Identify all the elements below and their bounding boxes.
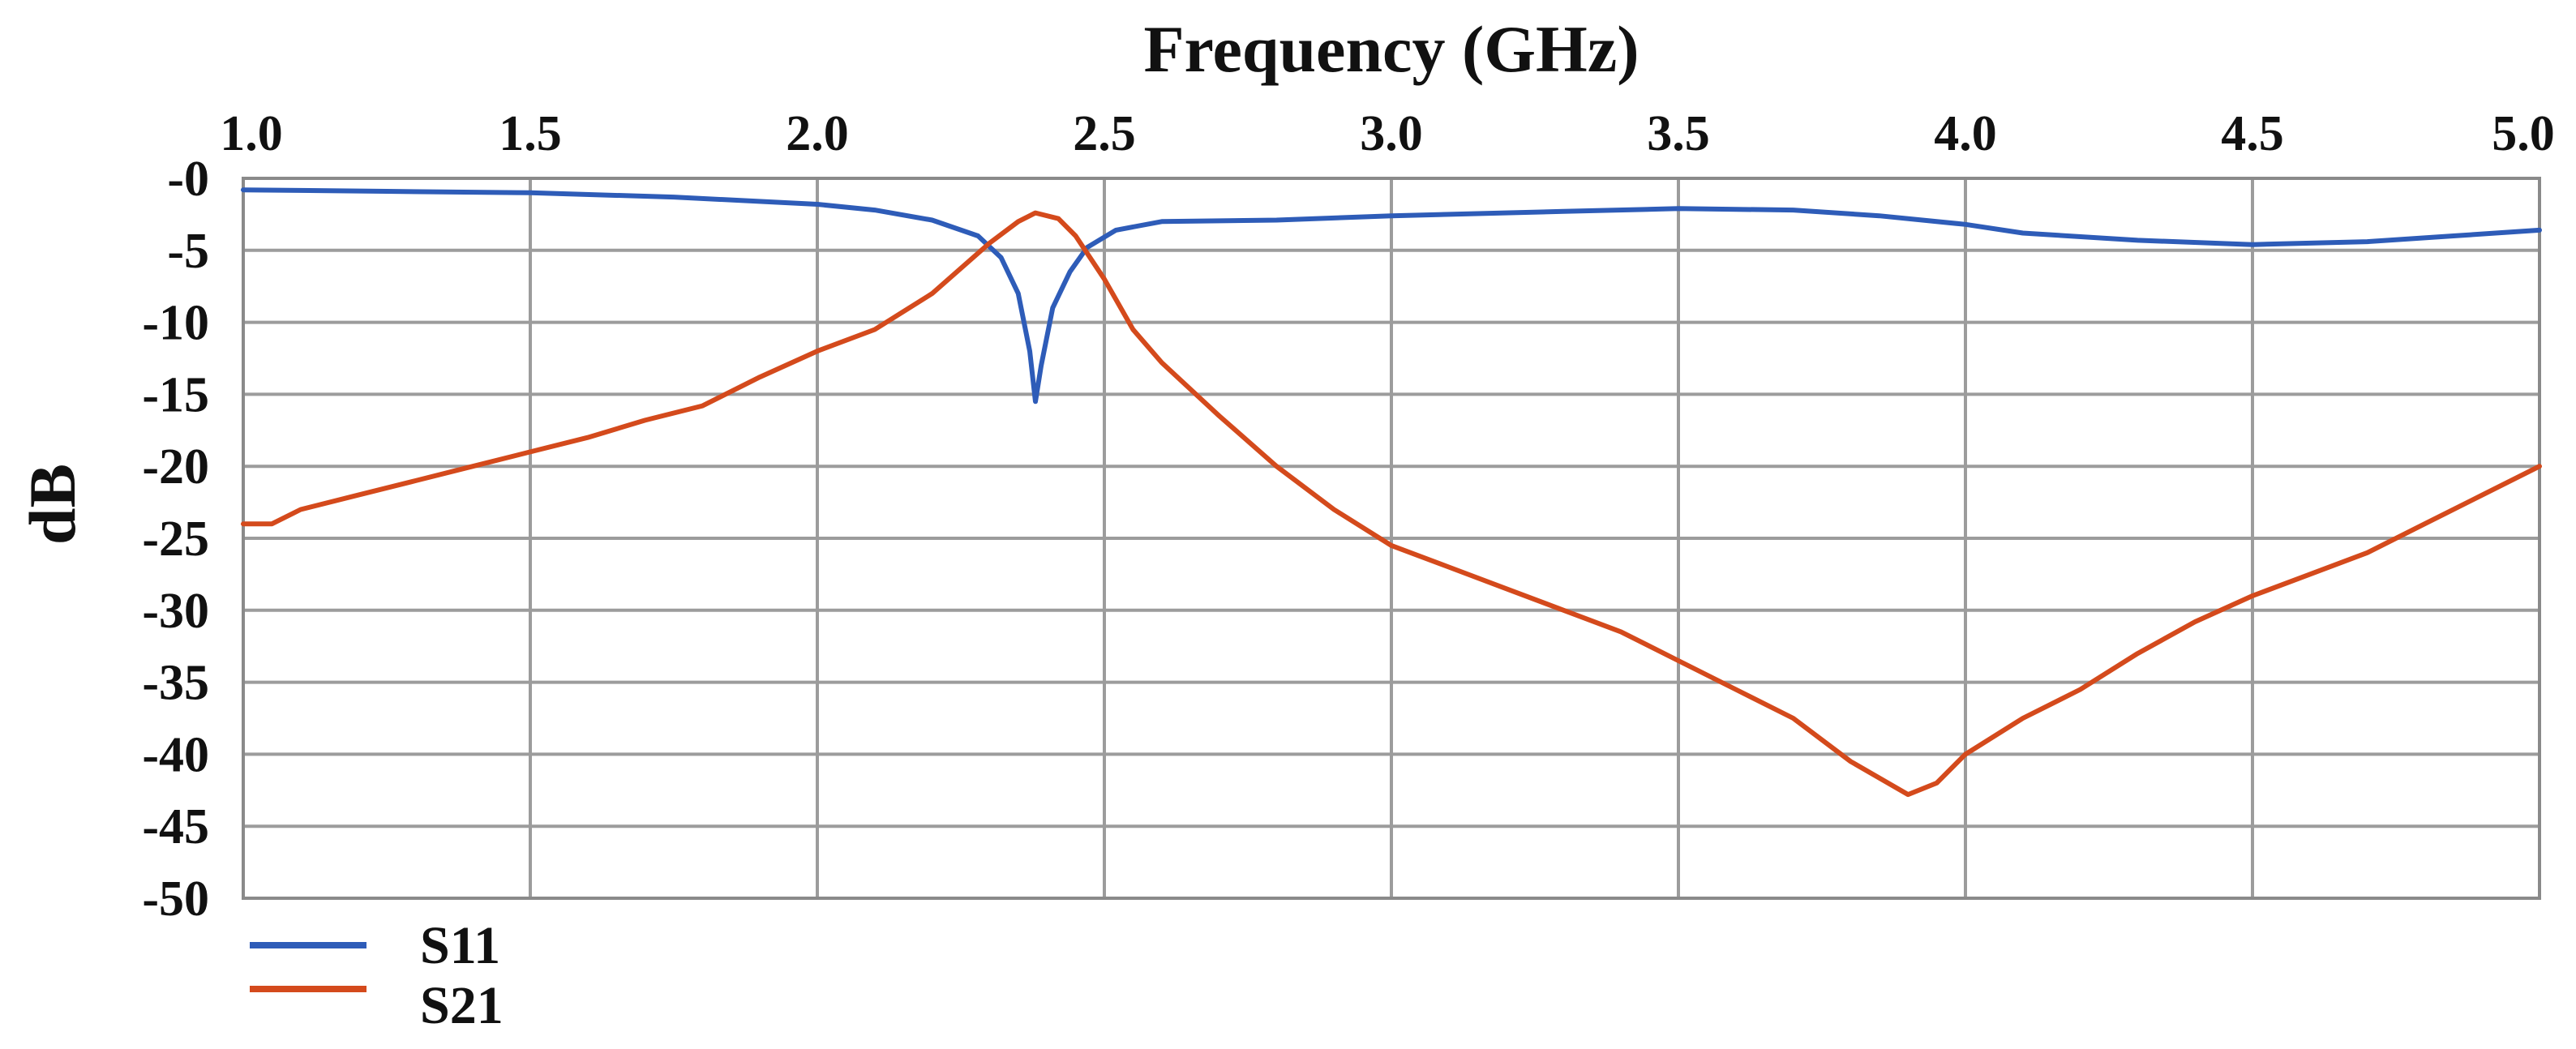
x-tick-label: 1.0 — [220, 106, 283, 161]
y-tick-label: -5 — [167, 224, 209, 279]
x-tick-label: 3.0 — [1360, 106, 1423, 161]
series-line-s11 — [241, 187, 2542, 405]
plot-frame — [242, 177, 2541, 900]
series-lines — [241, 187, 2542, 798]
y-tick-label: -50 — [142, 871, 209, 927]
legend-label-s21: S21 — [420, 976, 504, 1035]
x-tick-label: 2.5 — [1073, 106, 1136, 161]
x-tick-label: 3.5 — [1647, 106, 1710, 161]
y-tick-label: -40 — [142, 727, 209, 782]
series-line-s21 — [241, 210, 2542, 798]
x-tick-labels: 1.0 1.5 2.0 2.5 3.0 3.5 4.0 4.5 5.0 — [220, 106, 2555, 161]
x-tick-label: 4.0 — [1934, 106, 1997, 161]
y-tick-label: -25 — [142, 512, 209, 567]
y-axis-title: dB — [15, 464, 89, 545]
x-axis-title: Frequency (GHz) — [1143, 12, 1639, 86]
y-tick-label: -35 — [142, 656, 209, 711]
legend: S11 S21 — [250, 916, 504, 1035]
y-tick-labels: -0 -5 -10 -15 -20 -25 -30 -35 -40 -45 -50 — [142, 152, 209, 927]
y-tick-label: -45 — [142, 799, 209, 854]
y-tick-label: -10 — [142, 296, 209, 351]
y-tick-label: -20 — [142, 439, 209, 495]
x-tick-label: 2.0 — [786, 106, 849, 161]
y-tick-label: -15 — [142, 367, 209, 422]
y-tick-label: -30 — [142, 584, 209, 639]
x-tick-label: 4.5 — [2221, 106, 2284, 161]
x-tick-label: 5.0 — [2492, 106, 2555, 161]
y-tick-label: -0 — [167, 152, 209, 207]
legend-label-s11: S11 — [420, 916, 500, 975]
x-tick-label: 1.5 — [499, 106, 562, 161]
